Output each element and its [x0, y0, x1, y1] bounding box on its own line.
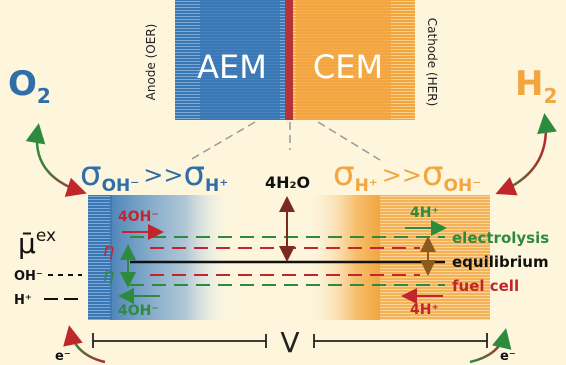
sigma-sub: OH⁻ — [444, 176, 482, 196]
junction — [285, 0, 293, 120]
sigma: σ — [422, 154, 444, 194]
eta: η — [103, 265, 114, 286]
electron-left: e⁻ — [55, 349, 71, 364]
membrane: AEM CEM Anode (OER) Cathode (HER) — [144, 0, 439, 120]
fuel-cell-label: fuel cell — [452, 277, 519, 295]
anode-label: Anode (OER) — [144, 24, 158, 101]
sigma: σ — [183, 154, 205, 194]
op: >> — [143, 161, 183, 189]
cathode-label: Cathode (HER) — [425, 18, 439, 107]
eta: η — [103, 240, 114, 261]
mu-sup: ex — [36, 226, 56, 246]
water: 4H₂O — [265, 173, 310, 192]
oh-bottom: 4OH⁻ — [118, 303, 159, 319]
sigma: σ — [333, 154, 355, 194]
h-bottom: 4H⁺ — [410, 302, 439, 318]
sigma-sub: OH⁻ — [102, 176, 140, 196]
equilibrium-label: equilibrium — [452, 253, 549, 271]
oh-top: 4OH⁻ — [118, 209, 159, 225]
oh-label: OH⁻ — [14, 269, 43, 284]
mu-base: μ̄ — [18, 227, 36, 260]
o2-base: O — [8, 64, 37, 104]
h2-base: H — [515, 64, 543, 104]
aem-label: AEM — [197, 48, 267, 86]
sigma-sub: H⁺ — [205, 176, 228, 196]
electron-right: e⁻ — [500, 349, 516, 364]
h2-sub: 2 — [543, 84, 557, 108]
electrolysis-label: electrolysis — [452, 229, 549, 247]
voltage: V — [280, 326, 299, 359]
h-top: 4H⁺ — [410, 205, 439, 221]
o2-sub: 2 — [37, 84, 51, 108]
cem-fade — [300, 195, 380, 320]
sigma-sub: H⁺ — [355, 176, 378, 196]
cem-label: CEM — [313, 48, 383, 86]
sigma: σ — [80, 154, 102, 194]
diagram: AEM CEM Anode (OER) Cathode (HER) O2 H2 … — [0, 0, 566, 365]
page: {"membrane": {"left": "AEM", "right": "C… — [0, 0, 566, 365]
op: >> — [382, 161, 422, 189]
h-label: H⁺ — [14, 293, 32, 308]
